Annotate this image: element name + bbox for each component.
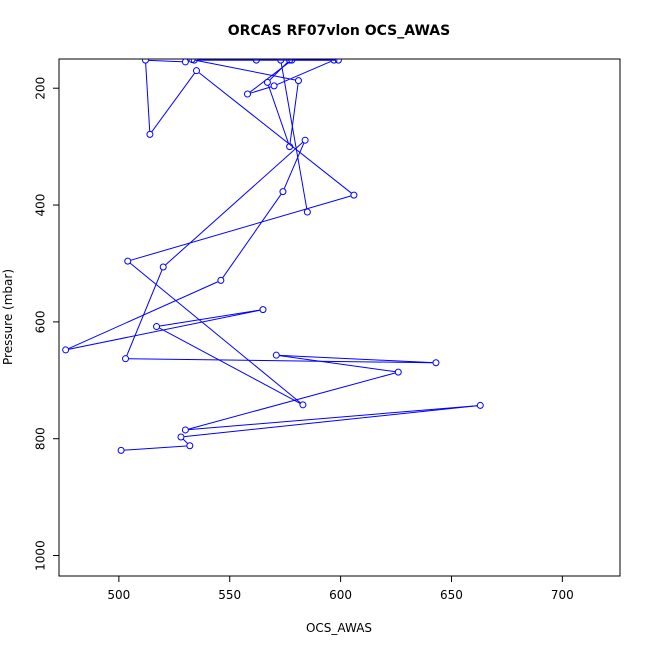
x-tick-label: 700 xyxy=(551,588,574,602)
x-tick-label: 500 xyxy=(107,588,130,602)
series-segment xyxy=(188,372,396,430)
series-segment xyxy=(188,405,478,431)
series-segment xyxy=(128,358,433,364)
data-point xyxy=(181,59,189,66)
x-axis: 500 550 600 650 700 xyxy=(107,576,574,602)
series-segment xyxy=(145,63,151,132)
y-axis-label: Pressure (mbar) xyxy=(1,269,15,365)
series-segment xyxy=(280,63,308,209)
series-segment xyxy=(222,194,282,278)
data-point xyxy=(263,78,271,86)
data-point xyxy=(252,59,260,64)
data-point xyxy=(186,442,194,450)
series-segment xyxy=(68,309,260,350)
plot-area-frame xyxy=(58,58,621,577)
data-point xyxy=(259,306,267,314)
chart-title: ORCAS RF07vlon OCS_AWAS xyxy=(228,23,450,39)
data-point xyxy=(190,59,198,64)
series-layer xyxy=(62,59,484,454)
series-segment xyxy=(130,195,351,261)
y-tick-label: 600 xyxy=(34,310,48,333)
series-segment xyxy=(268,85,290,144)
data-point xyxy=(294,77,302,85)
data-point xyxy=(432,359,440,367)
data-point xyxy=(153,323,161,331)
data-point xyxy=(159,263,167,271)
data-point xyxy=(146,130,154,138)
data-point xyxy=(334,59,342,64)
y-axis: 200 400 600 800 1000 xyxy=(34,77,59,571)
series-segment xyxy=(126,269,163,356)
series-segment xyxy=(129,262,301,404)
data-point xyxy=(394,368,402,376)
data-point xyxy=(330,59,338,64)
data-point xyxy=(141,59,149,64)
series-segment xyxy=(195,59,296,81)
data-point xyxy=(181,426,189,434)
series-segment xyxy=(148,59,183,63)
data-point xyxy=(303,208,311,216)
series-segment xyxy=(283,143,305,189)
y-tick-label: 1000 xyxy=(34,540,48,571)
series-segment xyxy=(182,438,188,444)
data-point xyxy=(286,143,294,151)
series-segment xyxy=(276,61,332,86)
data-point xyxy=(476,401,484,409)
data-point xyxy=(272,351,280,359)
series-segment xyxy=(198,72,352,194)
x-tick-label: 550 xyxy=(218,588,241,602)
data-point xyxy=(277,59,285,64)
data-point xyxy=(177,433,185,441)
series-segment xyxy=(68,281,219,350)
data-point xyxy=(286,59,294,64)
y-tick-label: 400 xyxy=(34,194,48,217)
data-point xyxy=(124,257,132,265)
y-tick-label: 200 xyxy=(34,77,48,100)
series-group xyxy=(62,59,484,454)
series-segment xyxy=(159,309,260,327)
series-segment xyxy=(151,73,195,132)
series-segment xyxy=(279,354,433,364)
x-axis-label: OCS_AWAS xyxy=(306,621,372,635)
series-segment xyxy=(249,61,290,93)
series-segment xyxy=(289,83,299,144)
data-point xyxy=(243,90,251,98)
data-point xyxy=(217,276,225,284)
data-point xyxy=(279,188,287,196)
data-point xyxy=(62,346,70,354)
series-segment xyxy=(159,327,301,404)
data-point xyxy=(350,191,358,199)
y-tick-label: 800 xyxy=(34,427,48,450)
data-point xyxy=(192,67,200,75)
data-point xyxy=(301,136,309,144)
data-point xyxy=(270,82,278,90)
data-point xyxy=(288,59,296,64)
series-segment xyxy=(184,405,478,438)
data-point xyxy=(122,355,130,363)
series-segment xyxy=(279,355,396,373)
x-tick-label: 600 xyxy=(329,588,352,602)
series-segment xyxy=(165,142,304,266)
data-point xyxy=(299,401,307,409)
series-segment xyxy=(250,86,272,94)
x-tick-label: 650 xyxy=(440,588,463,602)
data-point xyxy=(117,446,125,454)
series-segment xyxy=(124,445,187,451)
